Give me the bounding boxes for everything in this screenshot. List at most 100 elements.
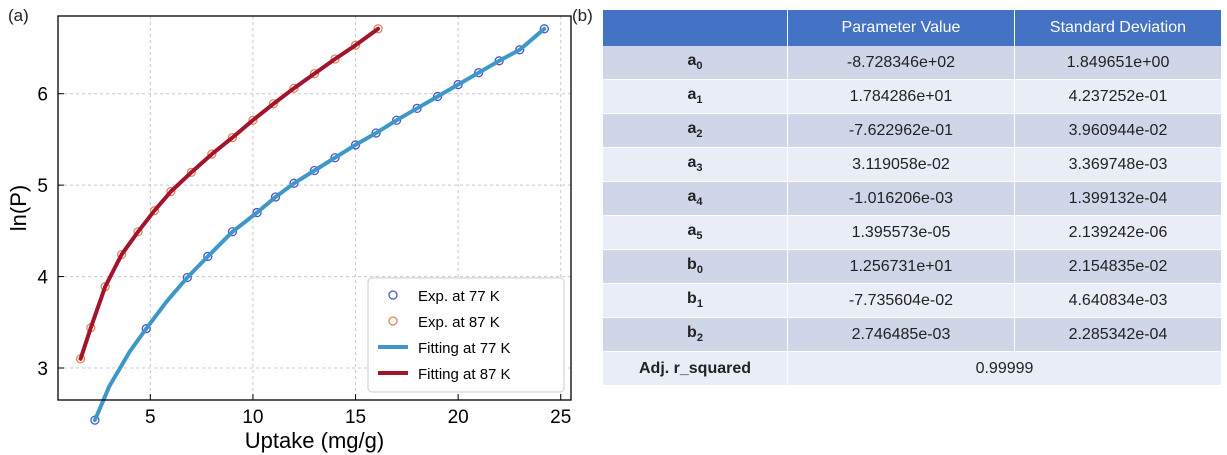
parameter-value: 2.746485e-03 bbox=[787, 317, 1015, 352]
adj-r-squared-value: 0.99999 bbox=[787, 351, 1222, 386]
data-point bbox=[309, 68, 320, 79]
parameter-index: 4 bbox=[696, 196, 703, 209]
parameter-name: a2 bbox=[603, 113, 789, 148]
standard-deviation: 1.399132e-04 bbox=[1014, 181, 1223, 216]
table-row: b1 -7.735604e-02 4.640834e-03 bbox=[603, 283, 1223, 318]
data-point bbox=[186, 167, 197, 177]
data-point bbox=[227, 132, 238, 143]
table-row: a5 1.395573e-05 2.139242e-06 bbox=[603, 215, 1223, 250]
parameter-value: -1.016206e-03 bbox=[787, 181, 1015, 216]
legend-label: Fitting at 77 K bbox=[418, 340, 511, 357]
legend-label: Fitting at 87 K bbox=[418, 366, 511, 383]
data-point bbox=[268, 99, 279, 109]
data-point bbox=[252, 207, 262, 218]
plot-frame bbox=[57, 15, 572, 401]
parameter-symbol: b bbox=[687, 324, 697, 342]
parameter-index: 2 bbox=[696, 332, 703, 345]
data-point bbox=[373, 24, 383, 34]
parameter-symbol: b bbox=[687, 256, 697, 274]
table-header-row: Parameter Value Standard Deviation bbox=[603, 10, 1223, 46]
data-point bbox=[207, 149, 217, 159]
data-point bbox=[350, 40, 361, 50]
header-standard-deviation: Standard Deviation bbox=[1014, 10, 1223, 46]
table-row: b0 1.256731e+01 2.154835e-02 bbox=[603, 249, 1223, 284]
parameter-table: Parameter Value Standard Deviation a 0 -8.… bbox=[603, 10, 1223, 386]
header-parameter-value: Parameter Value bbox=[787, 10, 1015, 46]
legend-box bbox=[367, 277, 565, 393]
parameter-symbol: b bbox=[687, 290, 697, 308]
panel-a-label: (a) bbox=[8, 6, 29, 25]
panel-b-label: (b) bbox=[572, 6, 593, 25]
data-point bbox=[182, 272, 192, 283]
table-row: a0 -8.728346e+02 1.849651e+00 bbox=[603, 46, 1223, 80]
legend-label: Exp. at 87 K bbox=[418, 314, 500, 331]
parameter-value: -7.622962e-01 bbox=[787, 113, 1015, 148]
data-point bbox=[330, 54, 340, 64]
table-row: a2 -7.622962e-01 3.960944e-02 bbox=[603, 113, 1223, 148]
parameter-value: 1.395573e-05 bbox=[787, 215, 1015, 250]
data-point bbox=[248, 115, 258, 125]
parameter-value: 1.784286e+01 bbox=[787, 79, 1015, 114]
parameter-symbol: a bbox=[687, 86, 697, 104]
parameter-symbol: a bbox=[687, 188, 697, 206]
legend-marker-swatch bbox=[388, 290, 398, 300]
legend-label: Exp. at 77 K bbox=[418, 288, 500, 305]
data-point bbox=[227, 227, 238, 237]
parameter-name: a3 bbox=[603, 147, 789, 182]
table-footer-row: Adj. r_squared 0.99999 bbox=[603, 351, 1222, 386]
x-tick-label: 15 bbox=[345, 407, 366, 428]
legend-marker-swatch bbox=[388, 316, 398, 326]
fit-line bbox=[78, 26, 381, 361]
parameter-index: 0 bbox=[696, 60, 703, 73]
data-point bbox=[289, 178, 299, 188]
data-point bbox=[166, 186, 176, 197]
parameter-value: -7.735604e-02 bbox=[787, 283, 1015, 318]
standard-deviation: 4.640834e-03 bbox=[1014, 283, 1223, 318]
data-point bbox=[391, 115, 402, 125]
parameter-value: 1.256731e+01 bbox=[787, 249, 1015, 284]
data-point bbox=[289, 83, 299, 93]
standard-deviation: 1.849651e+00 bbox=[1014, 46, 1223, 80]
marker-series bbox=[75, 24, 383, 364]
table-row: a4 -1.016206e-03 1.399132e-04 bbox=[603, 181, 1223, 216]
standard-deviation: 2.139242e-06 bbox=[1014, 215, 1223, 250]
standard-deviation: 2.285342e-04 bbox=[1014, 317, 1223, 352]
parameter-index: 3 bbox=[696, 162, 703, 175]
x-tick-label: 10 bbox=[242, 407, 263, 428]
data-point bbox=[270, 192, 281, 202]
parameter-symbol: a bbox=[687, 120, 697, 138]
parameter-symbol: a bbox=[687, 222, 697, 240]
data-point bbox=[350, 140, 361, 150]
parameter-value: 3.119058e-02 bbox=[787, 147, 1015, 182]
fit-line-series bbox=[92, 26, 547, 423]
data-point bbox=[141, 324, 151, 334]
parameter-index: 5 bbox=[696, 230, 703, 243]
standard-deviation: 3.960944e-02 bbox=[1014, 113, 1223, 148]
data-point bbox=[133, 227, 143, 237]
data-point bbox=[203, 251, 213, 262]
y-tick-label: 5 bbox=[37, 176, 48, 197]
parameter-index: 1 bbox=[696, 298, 703, 311]
parameter-name: b1 bbox=[603, 283, 789, 318]
uptake-chart: 5 10 15 20 25 3 4 5 6 Uptake (mg/g) ln(P) Exp. at 7… bbox=[6, 15, 572, 453]
data-point bbox=[309, 165, 320, 176]
standard-deviation: 2.154835e-02 bbox=[1014, 249, 1223, 284]
table-row: a3 3.119058e-02 3.369748e-03 bbox=[603, 147, 1223, 182]
y-tick-label: 3 bbox=[37, 359, 48, 380]
parameter-index: 1 bbox=[696, 94, 703, 107]
x-tick-label: 25 bbox=[550, 407, 571, 428]
standard-deviation: 3.369748e-03 bbox=[1014, 147, 1223, 182]
parameter-value: -8.728346e+02 bbox=[787, 46, 1015, 80]
adj-r-squared-label: Adj. r_squared bbox=[603, 351, 789, 386]
data-point bbox=[149, 206, 160, 216]
parameter-index: 2 bbox=[696, 128, 703, 141]
x-axis-label: Uptake (mg/g) bbox=[245, 428, 384, 453]
parameter-name: a1 bbox=[603, 79, 789, 114]
y-tick-label: 6 bbox=[37, 85, 48, 106]
data-point bbox=[539, 24, 549, 34]
table-row: a1 1.784286e+01 4.237252e-01 bbox=[603, 79, 1223, 114]
x-tick-label: 20 bbox=[448, 407, 469, 428]
fit-line-series bbox=[78, 26, 381, 361]
parameter-name: a4 bbox=[603, 181, 789, 216]
legend: Exp. at 77 K Exp. at 87 K Fitting at 77 K F… bbox=[367, 277, 565, 393]
